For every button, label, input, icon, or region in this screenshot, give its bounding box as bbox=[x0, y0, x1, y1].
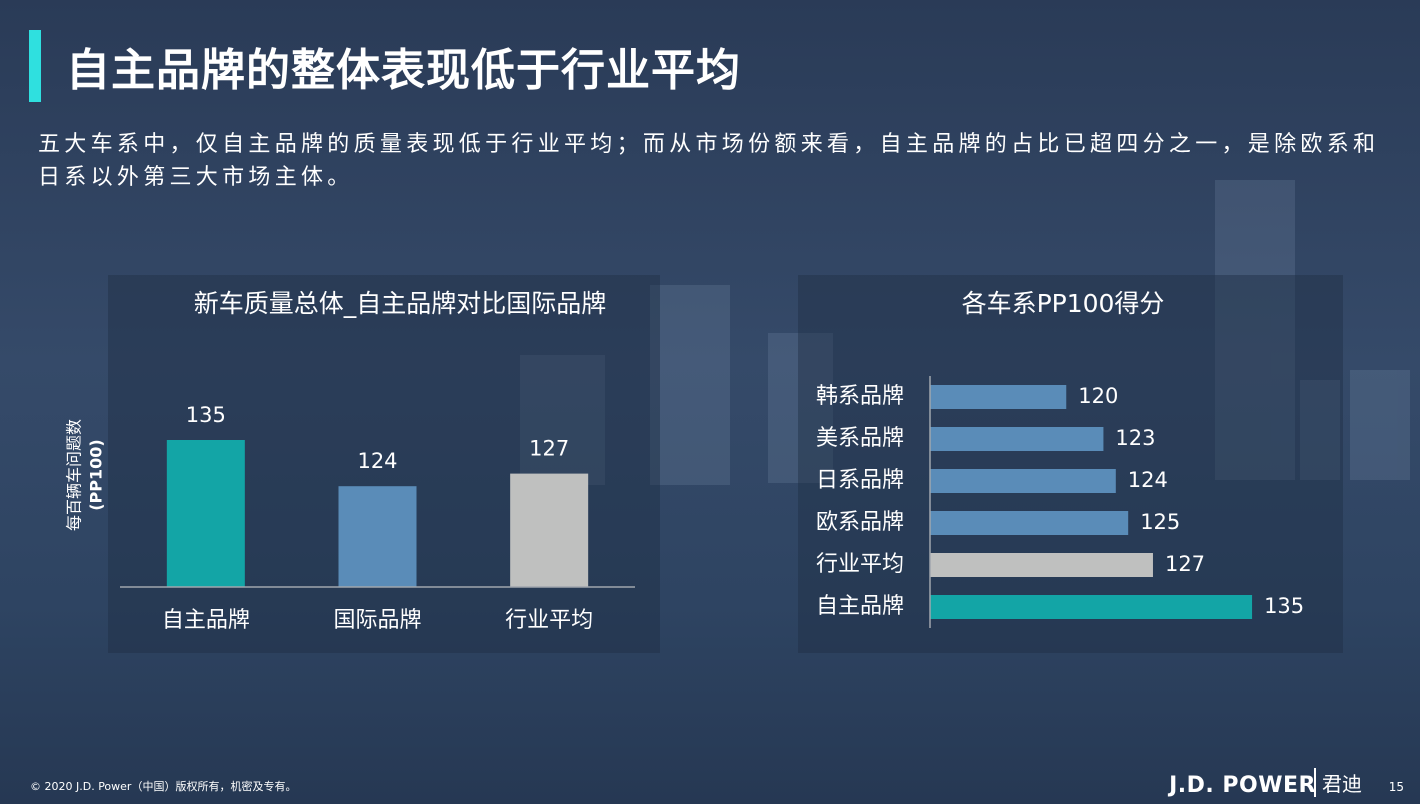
bar bbox=[930, 553, 1153, 577]
y-tick-label: 欧系品牌 bbox=[816, 510, 904, 535]
bar bbox=[930, 511, 1129, 535]
page-number: 15 bbox=[1388, 780, 1404, 794]
bar bbox=[930, 385, 1067, 409]
bar bbox=[510, 473, 589, 587]
y-tick-label: 行业平均 bbox=[816, 552, 904, 577]
data-label: 127 bbox=[1165, 552, 1205, 576]
bar bbox=[930, 427, 1104, 451]
bar bbox=[930, 469, 1116, 493]
data-label: 135 bbox=[186, 403, 226, 427]
data-label: 124 bbox=[357, 449, 397, 473]
bar bbox=[338, 486, 417, 587]
brand: J.D. POWER bbox=[1169, 773, 1316, 798]
bar bbox=[930, 595, 1253, 619]
x-tick-label: 行业平均 bbox=[505, 608, 593, 633]
slide-title: 自主品牌的整体表现低于行业平均 bbox=[66, 45, 741, 96]
bar bbox=[166, 440, 245, 587]
data-label: 125 bbox=[1140, 510, 1180, 534]
chart-title: 各车系PP100得分 bbox=[962, 289, 1165, 318]
title-accent bbox=[29, 30, 41, 102]
chart-panel bbox=[798, 275, 1343, 653]
slide-subtitle: 五大车系中，仅自主品牌的质量表现低于行业平均；而从市场份额来看，自主品牌的占比已… bbox=[38, 132, 1380, 190]
y-tick-label: 韩系品牌 bbox=[816, 384, 904, 409]
data-label: 135 bbox=[1264, 594, 1304, 618]
x-tick-label: 国际品牌 bbox=[333, 608, 421, 633]
brand-cn: 君迪 bbox=[1314, 768, 1362, 797]
y-tick-label: 日系品牌 bbox=[816, 468, 904, 493]
chart-title: 新车质量总体_自主品牌对比国际品牌 bbox=[194, 289, 607, 318]
data-label: 123 bbox=[1115, 426, 1155, 450]
y-tick-label: 美系品牌 bbox=[816, 426, 904, 451]
y-axis-label: (PP100) bbox=[87, 439, 106, 510]
data-label: 127 bbox=[529, 437, 569, 461]
copyright: © 2020 J.D. Power（中国）版权所有，机密及专有。 bbox=[30, 780, 297, 793]
data-label: 124 bbox=[1128, 468, 1168, 492]
x-tick-label: 自主品牌 bbox=[162, 608, 250, 633]
y-tick-label: 自主品牌 bbox=[816, 594, 904, 619]
skyline bbox=[520, 180, 1410, 485]
data-label: 120 bbox=[1078, 384, 1118, 408]
y-axis-label: 每百辆车问题数 bbox=[65, 419, 84, 531]
